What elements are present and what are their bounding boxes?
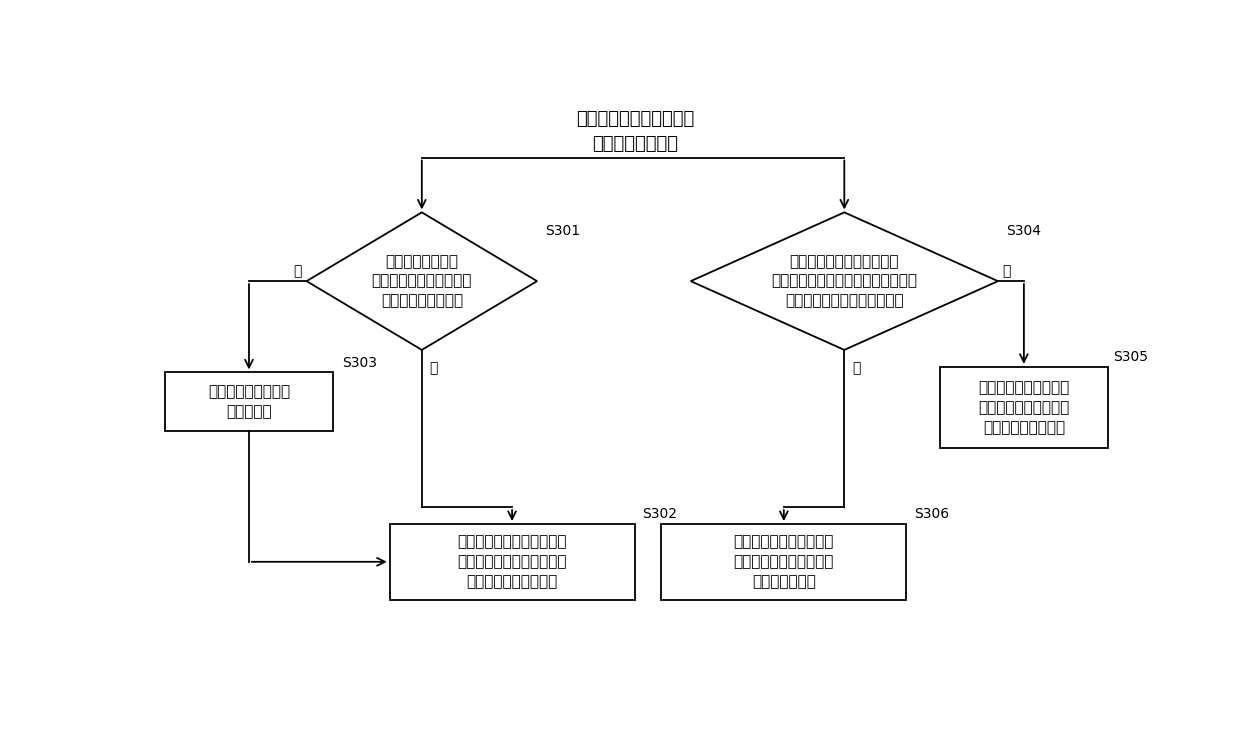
- Text: 检测修改后的脚本
信息对应的控件信息在所
述控件表中是否存在: 检测修改后的脚本 信息对应的控件信息在所 述控件表中是否存在: [372, 254, 472, 308]
- Text: 在所述控件表中生成
对应的记录: 在所述控件表中生成 对应的记录: [208, 384, 290, 419]
- Text: 保留所述修改前的脚本信
息对应的控件信息在所述
控件表中的记录: 保留所述修改前的脚本信 息对应的控件信息在所述 控件表中的记录: [733, 534, 834, 589]
- Bar: [662, 524, 906, 600]
- Text: S304: S304: [1006, 224, 1041, 238]
- Text: S306: S306: [914, 507, 949, 521]
- Bar: [165, 373, 333, 432]
- Bar: [940, 367, 1108, 448]
- Text: 检测所述修改前的脚本信息
对应的控件信息是否与所述操作步骤
表中的其他操作步骤信息关联: 检测所述修改前的脚本信息 对应的控件信息是否与所述操作步骤 表中的其他操作步骤信…: [772, 254, 917, 308]
- Text: S302: S302: [642, 507, 678, 521]
- Text: S303: S303: [343, 356, 378, 370]
- Text: 否: 否: [294, 265, 302, 278]
- Text: 否: 否: [1002, 265, 1011, 278]
- Text: S305: S305: [1113, 350, 1147, 364]
- Text: 是: 是: [852, 361, 860, 375]
- Text: 删除所述修改前的脚本
信息对应的控件信息在
所述控件表中的记录: 删除所述修改前的脚本 信息对应的控件信息在 所述控件表中的记录: [979, 380, 1069, 434]
- Text: 修改脚本信息中的控件信
息的脚本更新指令: 修改脚本信息中的控件信 息的脚本更新指令: [576, 110, 694, 153]
- Text: 是: 是: [430, 361, 437, 375]
- Text: S301: S301: [545, 224, 580, 238]
- Text: 将所述脚本信息对应的操作
步骤信息关联到修改后的脚
本信息对应的控件信息: 将所述脚本信息对应的操作 步骤信息关联到修改后的脚 本信息对应的控件信息: [457, 534, 566, 589]
- Bar: [389, 524, 634, 600]
- Polygon shape: [690, 212, 997, 350]
- Polygon shape: [306, 212, 536, 350]
